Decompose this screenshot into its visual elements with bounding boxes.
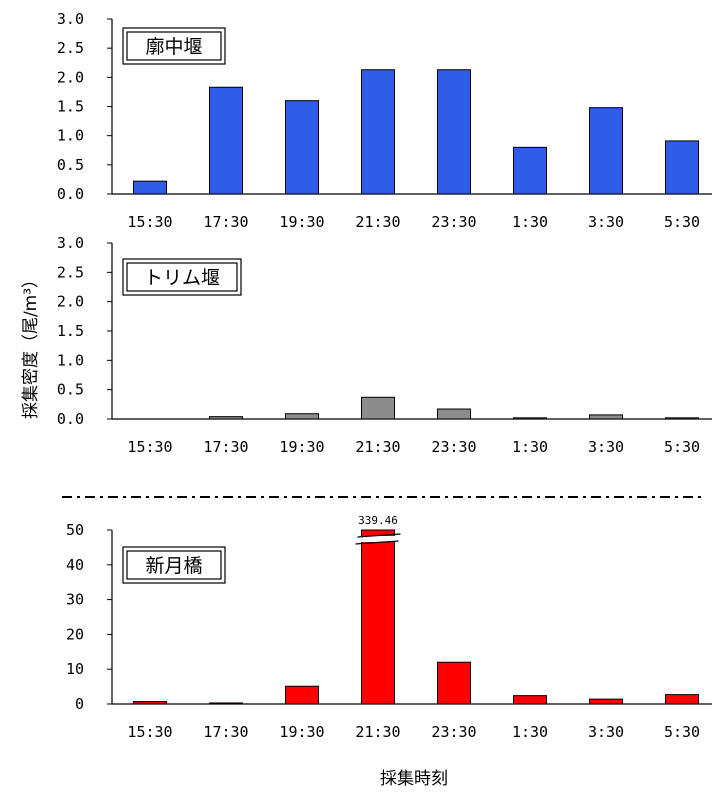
x-axis-title: 採集時刻 [380,769,448,789]
y-tick-label: 30 [66,591,84,609]
y-tick-label: 40 [66,556,84,574]
bar [589,107,623,195]
x-tick-label: 1:30 [512,438,548,456]
bar [285,100,319,195]
x-tick-label: 3:30 [588,723,624,741]
y-tick-label: 0.5 [57,156,84,174]
x-tick-label: 5:30 [664,723,700,741]
panel-label: トリム堰 [144,267,220,289]
x-tick-label: 21:30 [355,723,400,741]
bar [665,140,699,195]
x-tick-label: 3:30 [588,213,624,231]
bar [209,702,243,705]
x-tick-label: 5:30 [664,213,700,231]
x-tick-label: 15:30 [127,438,172,456]
y-tick-label: 0.0 [57,410,84,428]
bar [133,701,167,705]
x-tick-label: 17:30 [203,438,248,456]
x-tick-label: 23:30 [431,723,476,741]
x-tick-label: 23:30 [431,213,476,231]
y-tick-label: 2.0 [57,293,84,311]
bar [361,529,395,705]
panel-label-inner-border [126,262,238,292]
chart-panel-1: 0.0 0.5 1.0 1.5 2.0 2.5 3.0 15:30 17:30 19:30 21:3… [57,10,712,231]
panel-label-inner-border [126,550,222,580]
bar [513,695,547,705]
panel-label: 廓中堰 [145,36,202,58]
bar [209,86,243,195]
chart-panel-2: 0.0 0.5 1.0 1.5 2.0 2.5 3.0 15:30 17:30 19:30 21:3… [57,234,712,456]
x-tick-label: 1:30 [512,723,548,741]
bar [285,413,319,420]
y-tick-label: 0 [75,695,84,713]
x-tick-label: 17:30 [203,213,248,231]
y-tick-label: 20 [66,625,84,643]
bar [589,414,623,420]
bar [133,180,167,195]
bar [665,694,699,705]
x-tick-label: 19:30 [279,723,324,741]
y-tick-label: 1.5 [57,322,84,340]
y-tick-label: 0.0 [57,185,84,203]
panel-label-outer-border [122,546,226,584]
panel-label-inner-border [126,31,222,61]
panel-label: 新月橋 [145,555,202,577]
bar [589,698,623,705]
y-tick-label: 50 [66,521,84,539]
x-tick-label: 19:30 [279,213,324,231]
x-tick-label: 21:30 [355,438,400,456]
bar [437,661,471,705]
bar [361,396,395,420]
y-tick-label: 1.0 [57,127,84,145]
bar [513,417,547,420]
x-tick-label: 15:30 [127,723,172,741]
y-axis-title: 採集密度（尾/m³） [21,271,41,419]
y-tick-label: 2.5 [57,39,84,57]
y-tick-label: 2.0 [57,68,84,86]
y-tick-label: 0.5 [57,381,84,399]
panel-label-outer-border [122,258,242,296]
bar [437,408,471,420]
bar [209,416,243,420]
axis-break-line [357,533,401,538]
bar [285,685,319,705]
x-tick-label: 15:30 [127,213,172,231]
bar-value-annotation: 339.46 [358,514,398,527]
axis-break-gap [357,536,399,542]
bar [513,146,547,195]
bar [361,69,395,195]
y-tick-label: 1.0 [57,351,84,369]
bar [437,69,471,195]
y-tick-label: 10 [66,660,84,678]
x-tick-label: 3:30 [588,438,624,456]
x-tick-label: 17:30 [203,723,248,741]
axis-break-line [355,540,399,545]
x-tick-label: 1:30 [512,213,548,231]
x-tick-label: 23:30 [431,438,476,456]
chart-panel-3: 0 10 20 30 40 50 15:30 17:30 19:30 21:30 23:30 1:30… [66,514,712,741]
x-tick-label: 21:30 [355,213,400,231]
y-tick-label: 2.5 [57,263,84,281]
y-tick-label: 1.5 [57,98,84,116]
panel-label-outer-border [122,27,226,65]
x-tick-label: 5:30 [664,438,700,456]
y-tick-label: 3.0 [57,234,84,252]
y-tick-label: 3.0 [57,10,84,28]
x-tick-label: 19:30 [279,438,324,456]
bar [665,417,699,420]
